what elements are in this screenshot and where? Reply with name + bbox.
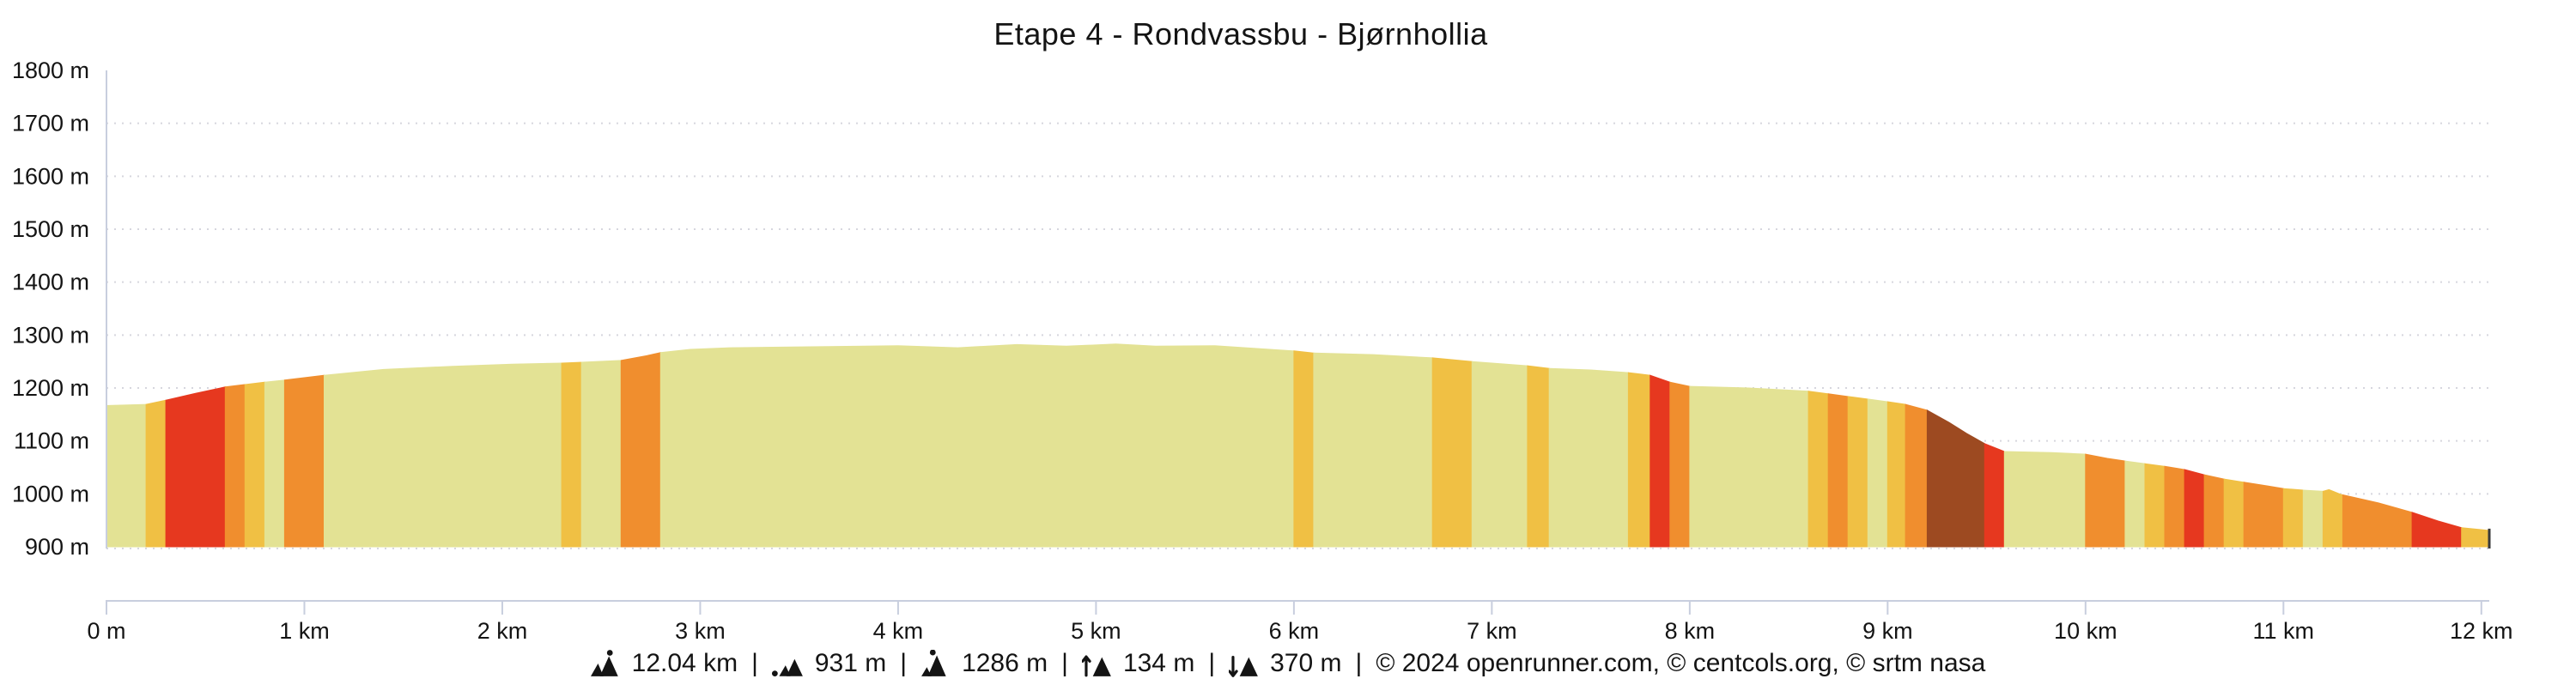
elevation-segment[interactable]	[2085, 453, 2126, 548]
y-axis-label-1700: 1700 m	[12, 111, 89, 136]
elevation-segment[interactable]	[2144, 463, 2166, 548]
elevation-segment[interactable]	[1293, 350, 1315, 548]
elevation-segment[interactable]	[561, 361, 582, 548]
mountain-distance-icon	[590, 650, 618, 676]
elevation-segment[interactable]	[2461, 527, 2490, 548]
copyright-text: © 2024 openrunner.com, © centcols.org, ©…	[1376, 649, 1986, 677]
x-axis-label-4km: 4 km	[873, 618, 924, 644]
elevation-segment[interactable]	[244, 381, 265, 548]
stat-distance-value: 12.04 km	[631, 649, 738, 677]
y-axis-label-1500: 1500 m	[12, 216, 89, 242]
elevation-segment[interactable]	[2003, 451, 2087, 548]
elevation-segment[interactable]	[1627, 372, 1651, 548]
elevation-segment[interactable]	[1669, 381, 1691, 548]
x-axis-label-6km: 6 km	[1269, 618, 1320, 644]
y-axis-label-1400: 1400 m	[12, 270, 89, 295]
elevation-segment[interactable]	[324, 362, 562, 548]
elevation-segment[interactable]	[1548, 367, 1629, 548]
y-axis-label-1300: 1300 m	[12, 322, 89, 348]
stat-min-elevation-value: 931 m	[814, 649, 887, 677]
stat-descent: 370 m	[1229, 649, 1342, 678]
elevation-segment[interactable]	[1431, 357, 1473, 548]
stat-max-elevation-value: 1286 m	[962, 649, 1048, 677]
x-axis-label-1km: 1 km	[279, 618, 330, 644]
elevation-segment[interactable]	[2342, 494, 2413, 548]
x-axis-label-10km: 10 km	[2054, 618, 2117, 644]
elevation-segment[interactable]	[2282, 488, 2304, 548]
mountain-ascent-arrow-icon	[1081, 655, 1111, 677]
stat-descent-value: 370 m	[1270, 649, 1342, 677]
elevation-segment[interactable]	[283, 374, 325, 548]
y-axis-label-1800: 1800 m	[12, 58, 89, 83]
elevation-segment[interactable]	[2164, 465, 2185, 548]
x-axis-label-11km: 11 km	[2253, 618, 2315, 644]
elevation-segment[interactable]	[2411, 512, 2463, 548]
x-axis-label-8km: 8 km	[1665, 618, 1716, 644]
elevation-segment[interactable]	[1827, 393, 1849, 548]
stat-min-elevation: 931 m	[771, 649, 887, 678]
elevation-segment[interactable]	[224, 384, 246, 548]
elevation-segment[interactable]	[1527, 365, 1550, 548]
stat-ascent: 134 m	[1081, 649, 1195, 678]
stat-max-elevation: 1286 m	[920, 649, 1048, 678]
y-axis-label-900: 900 m	[25, 534, 89, 560]
stat-separator: |	[900, 649, 908, 677]
elevation-segment[interactable]	[580, 360, 622, 548]
x-axis-label-0km: 0 m	[87, 618, 125, 644]
elevation-segment[interactable]	[145, 399, 167, 548]
elevation-segment[interactable]	[659, 343, 1295, 548]
x-axis-label-9km: 9 km	[1862, 618, 1913, 644]
elevation-segment[interactable]	[2184, 469, 2205, 548]
y-axis-label-1000: 1000 m	[12, 481, 89, 506]
elevation-segment[interactable]	[1867, 398, 1888, 548]
stat-separator: |	[1208, 649, 1216, 677]
x-axis-label-2km: 2 km	[477, 618, 528, 644]
x-axis-label-7km: 7 km	[1467, 618, 1517, 644]
elevation-segment[interactable]	[2124, 460, 2146, 548]
mountain-descent-arrow-icon	[1229, 656, 1259, 677]
elevation-segment[interactable]	[1847, 396, 1868, 548]
elevation-segment[interactable]	[1926, 409, 1985, 548]
x-axis-label-5km: 5 km	[1071, 618, 1121, 644]
elevation-segment[interactable]	[1886, 401, 1906, 548]
stat-separator: |	[751, 649, 758, 677]
elevation-segment[interactable]	[1649, 374, 1671, 548]
y-axis-label-1600: 1600 m	[12, 163, 89, 189]
stat-distance: 12.04 km	[590, 649, 738, 678]
elevation-segment[interactable]	[2243, 482, 2284, 548]
x-axis-label-3km: 3 km	[675, 618, 726, 644]
elevation-segment[interactable]	[106, 403, 147, 548]
elevation-segment[interactable]	[1689, 385, 1809, 548]
elevation-segment[interactable]	[1471, 361, 1528, 548]
elevation-segment[interactable]	[264, 379, 285, 548]
elevation-segment[interactable]	[2203, 474, 2225, 548]
elevation-segment[interactable]	[165, 386, 226, 548]
stat-ascent-value: 134 m	[1122, 649, 1195, 677]
elevation-segment[interactable]	[620, 352, 661, 548]
stat-separator: |	[1355, 649, 1363, 677]
elevation-segment[interactable]	[1807, 391, 1829, 548]
y-axis-label-1200: 1200 m	[12, 375, 89, 401]
elevation-segment[interactable]	[2302, 489, 2324, 548]
mountain-max-altitude-icon	[921, 650, 946, 676]
chart-title: Etape 4 - Rondvassbu - Bjørnhollia	[993, 16, 1488, 52]
elevation-segment[interactable]	[2322, 488, 2343, 548]
stat-separator: |	[1061, 649, 1068, 677]
stats-bar: 12.04 km | 931 m | 1286 m |	[0, 644, 2576, 683]
y-axis-label-1100: 1100 m	[14, 428, 89, 454]
x-axis-label-12km: 12 km	[2450, 618, 2513, 644]
elevation-segment[interactable]	[1313, 352, 1433, 548]
mountain-min-altitude-icon	[771, 658, 803, 676]
elevation-segment[interactable]	[1984, 443, 2005, 548]
elevation-segment[interactable]	[2223, 478, 2245, 548]
elevation-segment[interactable]	[1905, 403, 1928, 548]
